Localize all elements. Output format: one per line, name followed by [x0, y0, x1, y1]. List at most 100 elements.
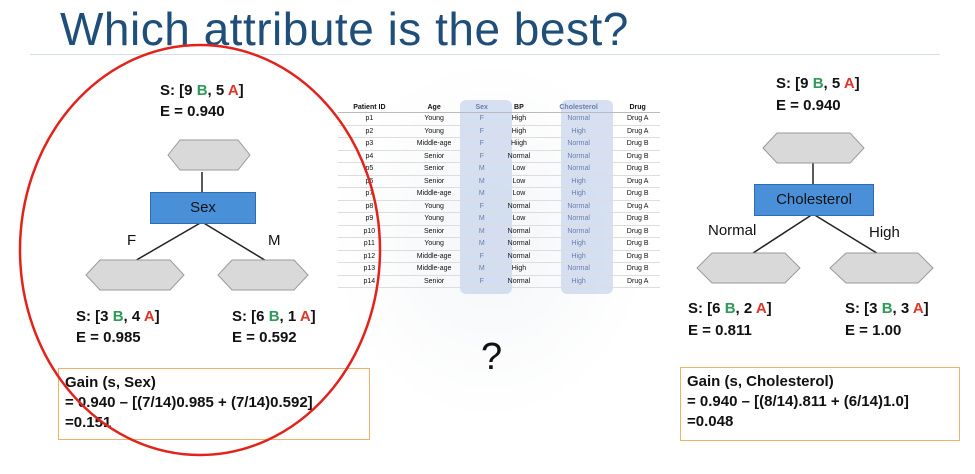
table-cell: Low	[495, 175, 542, 188]
table-cell: Normal	[541, 150, 616, 163]
table-cell: Normal	[495, 200, 542, 213]
table-cell: Young	[400, 237, 468, 251]
table-cell: Drug B	[615, 212, 660, 226]
table-cell: High	[541, 187, 616, 201]
left-attribute-node: Sex	[150, 192, 256, 224]
table-cell: p2	[338, 125, 401, 138]
red-circle-annotation	[18, 43, 382, 457]
table-cell: Drug A	[615, 175, 660, 188]
table-cell: Normal	[495, 225, 542, 238]
table-cell: High	[495, 262, 542, 276]
table-header-row: Patient ID Age Sex BP Cholesterol Drug	[338, 103, 660, 113]
right-gain-box: Gain (s, Cholesterol) = 0.940 – [(8/14).…	[680, 367, 960, 441]
right-root-set: S: [9 B, 5 A]	[776, 75, 860, 92]
table-cell: Drug B	[615, 162, 660, 176]
table-cell: Senior	[400, 175, 468, 188]
left-gain-formula: = 0.940 – [(7/14)0.985 + (7/14)0.592]	[65, 394, 313, 411]
left-branch-f-label: F	[127, 232, 137, 249]
table-row: p13 Middle-age M High Normal Drug B	[338, 262, 660, 276]
right-gain-title: Gain (s, Cholesterol)	[687, 373, 834, 390]
column-header: BP	[495, 103, 542, 113]
right-branch-normal-label: Normal	[708, 222, 757, 239]
table-row: p4 Senior F Normal Normal Drug B	[338, 150, 660, 163]
table-cell: p1	[338, 112, 401, 126]
column-header: Age	[400, 103, 468, 113]
table-row: p2 Young F High High Drug A	[338, 125, 660, 138]
table-cell: Drug B	[615, 237, 660, 251]
table-cell: Normal	[541, 162, 616, 176]
right-root-entropy: E = 0.940	[776, 97, 841, 114]
title-divider	[30, 54, 940, 55]
table-cell: Low	[495, 162, 542, 176]
patient-table: Patient ID Age Sex BP Cholesterol Drug p…	[338, 103, 660, 288]
table-cell: Young	[400, 200, 468, 213]
table-cell: F	[467, 275, 496, 288]
table-cell: Young	[400, 112, 468, 126]
table-cell: Normal	[541, 225, 616, 238]
table-cell: p4	[338, 150, 401, 163]
table-cell: M	[467, 225, 496, 238]
right-branch-high-line	[812, 213, 881, 256]
left-child-m-entropy: E = 0.592	[232, 329, 297, 346]
table-cell: Normal	[541, 137, 616, 151]
table-cell: High	[541, 250, 616, 263]
table-cell: Normal	[541, 262, 616, 276]
table-cell: F	[467, 125, 496, 138]
table-cell: Drug A	[615, 112, 660, 126]
table-row: p11 Young M Normal High Drug B	[338, 237, 660, 251]
left-branch-m-line	[201, 221, 269, 263]
table-row: p7 Middle-age M Low High Drug B	[338, 187, 660, 201]
left-child-f-node	[85, 259, 185, 291]
left-root-set: S: [9 B, 5 A]	[160, 82, 244, 99]
left-gain-result: =0.151	[65, 414, 112, 431]
table-cell: p5	[338, 162, 401, 176]
left-branch-f-line	[132, 221, 203, 263]
table-cell: Normal	[541, 200, 616, 213]
table-cell: Senior	[400, 150, 468, 163]
table-cell: Drug B	[615, 150, 660, 163]
table-cell: High	[495, 125, 542, 138]
table-row: p12 Middle-age F Normal High Drug B	[338, 250, 660, 263]
table-cell: Drug B	[615, 250, 660, 263]
table-row: p1 Young F High Normal Drug A	[338, 112, 660, 126]
table-cell: Hiigh	[495, 137, 542, 151]
table-row: p14 Senior F Normal High Drug A	[338, 275, 660, 288]
table-cell: p9	[338, 212, 401, 226]
table-cell: Middle-age	[400, 187, 468, 201]
right-root-node	[762, 132, 865, 164]
table-cell: Drug B	[615, 225, 660, 238]
table-cell: Normal	[541, 112, 616, 126]
page-title: Which attribute is the best?	[60, 3, 629, 55]
table-cell: p8	[338, 200, 401, 213]
table-cell: p10	[338, 225, 401, 238]
table-row: p6 Senior M Low High Drug A	[338, 175, 660, 188]
table-row: p3 Middle-age F Hiigh Normal Drug B	[338, 137, 660, 151]
table-row: p8 Young F Normal Normal Drug A	[338, 200, 660, 213]
table-cell: F	[467, 137, 496, 151]
table-cell: Normal	[495, 237, 542, 251]
table-cell: Middle-age	[400, 137, 468, 151]
table-cell: p11	[338, 237, 401, 251]
table-cell: High	[541, 275, 616, 288]
left-root-node	[167, 139, 251, 171]
left-branch-m-label: M	[268, 232, 281, 249]
table-cell: Drug A	[615, 275, 660, 288]
left-child-f-set: S: [3 B, 4 A]	[76, 308, 160, 325]
table-cell: F	[467, 200, 496, 213]
table-cell: M	[467, 262, 496, 276]
table-cell: p12	[338, 250, 401, 263]
table-cell: High	[541, 237, 616, 251]
table-cell: Drug B	[615, 187, 660, 201]
table-row: p5 Senior M Low Normal Drug B	[338, 162, 660, 176]
table-cell: Young	[400, 212, 468, 226]
right-gain-formula: = 0.940 – [(8/14).811 + (6/14)1.0]	[687, 393, 909, 410]
table-cell: M	[467, 175, 496, 188]
table-cell: M	[467, 212, 496, 226]
table-cell: Low	[495, 187, 542, 201]
table-cell: F	[467, 112, 496, 126]
table-cell: M	[467, 162, 496, 176]
table-cell: Senior	[400, 162, 468, 176]
table-cell: Young	[400, 125, 468, 138]
